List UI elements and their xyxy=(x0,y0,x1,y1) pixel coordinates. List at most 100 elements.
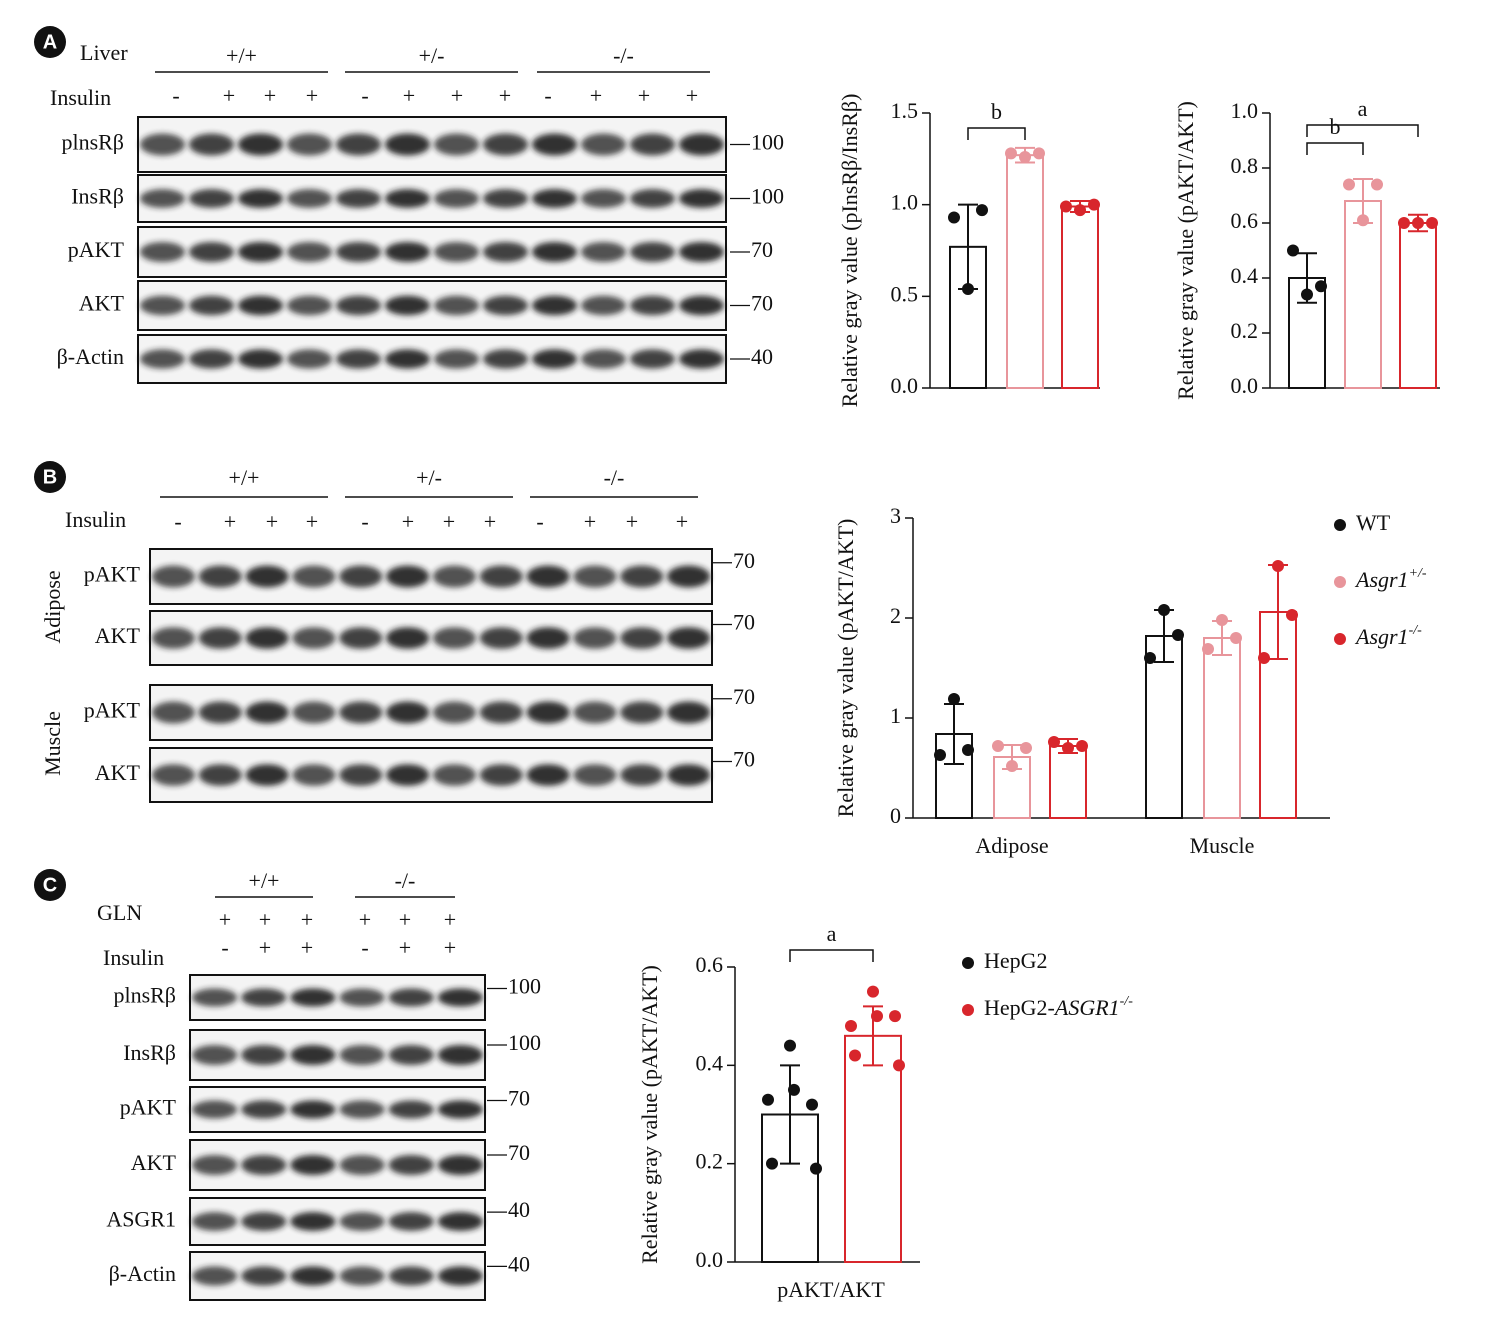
data-point xyxy=(948,211,960,224)
data-point xyxy=(1202,643,1214,655)
blot-band xyxy=(245,565,289,588)
blot-band xyxy=(339,1045,385,1065)
legend-marker xyxy=(962,1004,974,1016)
blot-band xyxy=(237,133,284,156)
data-point xyxy=(1357,214,1369,227)
row-label: InsRβ xyxy=(71,184,124,209)
blot-band xyxy=(335,189,382,208)
data-point xyxy=(1258,652,1270,664)
group-label: -/- xyxy=(613,43,634,68)
blot-box xyxy=(137,116,727,173)
treatment-sign: + xyxy=(306,509,318,534)
row-label: pAKT xyxy=(84,562,141,587)
legend-label: WT xyxy=(1356,510,1391,535)
blot-band xyxy=(286,133,333,156)
data-point xyxy=(1287,244,1299,257)
treatment-sign: + xyxy=(638,83,650,108)
blot-band xyxy=(198,565,242,588)
group-label: +/+ xyxy=(249,868,280,893)
data-point xyxy=(806,1098,818,1111)
data-point xyxy=(1076,740,1088,752)
legend-label: HepG2-ASGR1-/- xyxy=(984,994,1133,1020)
blot-band xyxy=(531,242,578,262)
blot-band xyxy=(629,189,676,208)
legend-label: Asgr1+/- xyxy=(1354,566,1427,592)
blot-band xyxy=(245,764,289,786)
group-label: +/- xyxy=(419,43,445,68)
blot-band xyxy=(573,701,617,724)
data-point xyxy=(948,693,960,705)
mw-label: 40 xyxy=(508,1197,530,1222)
treatment-label: Insulin xyxy=(65,507,126,532)
blot-band xyxy=(629,242,676,262)
blot-band xyxy=(245,627,289,649)
blot-band xyxy=(620,701,664,724)
treatment-sign: + xyxy=(306,83,318,108)
panel-letter: A xyxy=(43,31,57,53)
bar xyxy=(1145,635,1183,819)
data-point xyxy=(962,744,974,756)
data-point xyxy=(1060,200,1072,213)
data-point xyxy=(1216,614,1228,626)
treatment-sign: + xyxy=(590,83,602,108)
blot-band xyxy=(191,1045,238,1065)
blot-band xyxy=(286,295,333,316)
significance-label: b xyxy=(1330,114,1341,139)
treatment-sign: - xyxy=(361,83,368,108)
data-point xyxy=(992,740,1004,752)
data-point xyxy=(1020,742,1032,754)
data-point xyxy=(1343,178,1355,191)
blot-band xyxy=(151,627,195,649)
treatment-sign: + xyxy=(359,907,371,932)
blot-band xyxy=(188,242,235,262)
blot-band xyxy=(151,764,195,786)
bar xyxy=(1344,200,1382,389)
blot-band xyxy=(531,133,578,156)
treatment-sign: + xyxy=(223,83,235,108)
blot-box xyxy=(137,174,727,223)
legend-text-run: -/- xyxy=(1120,994,1134,1009)
blot-band xyxy=(339,701,383,724)
blot-band xyxy=(188,133,235,156)
blot-band xyxy=(629,295,676,316)
treatment-sign: + xyxy=(626,509,638,534)
treatment-sign: - xyxy=(544,83,551,108)
significance-label: b xyxy=(991,99,1002,124)
blot-band xyxy=(339,1155,385,1175)
y-tick-label: 0.4 xyxy=(696,1050,724,1075)
blot-band xyxy=(151,565,195,588)
blot-band xyxy=(139,189,186,208)
treatment-sign: + xyxy=(259,935,271,960)
blot-band xyxy=(241,1100,287,1119)
bar xyxy=(1006,154,1044,389)
data-point xyxy=(1286,609,1298,621)
legend-marker xyxy=(1334,633,1346,645)
treatment-label: GLN xyxy=(97,900,142,925)
blot-box xyxy=(137,280,727,331)
treatment-sign: + xyxy=(219,907,231,932)
blot-band xyxy=(188,295,235,316)
y-tick-label: 2 xyxy=(890,603,901,628)
treatment-sign: + xyxy=(444,907,456,932)
legend-marker xyxy=(1334,576,1346,588)
treatment-sign: + xyxy=(399,907,411,932)
blot-band xyxy=(139,133,186,156)
blot-band xyxy=(151,701,195,724)
significance-bracket xyxy=(1306,124,1419,137)
blot-band xyxy=(290,1266,336,1286)
legend-text-run: ASGR1 xyxy=(1053,995,1120,1020)
data-point xyxy=(934,749,946,761)
blot-band xyxy=(388,1045,434,1065)
data-point xyxy=(1062,742,1074,754)
data-point xyxy=(1426,217,1438,229)
blot-band xyxy=(286,349,333,369)
data-point xyxy=(1005,147,1017,160)
blot-band xyxy=(241,1266,287,1286)
mw-label: 40 xyxy=(751,344,773,369)
blot-band xyxy=(286,189,333,208)
blot-band xyxy=(198,701,242,724)
row-label: InsRβ xyxy=(123,1040,176,1065)
blot-band xyxy=(335,133,382,156)
blot-band xyxy=(573,627,617,649)
row-label: ASGR1 xyxy=(106,1207,176,1232)
